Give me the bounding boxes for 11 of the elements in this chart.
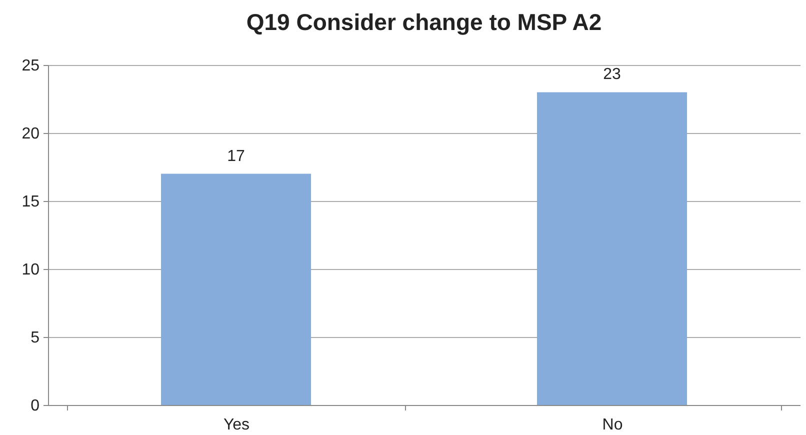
- y-tick-label: 10: [22, 262, 40, 278]
- y-tick-label: 5: [30, 330, 40, 346]
- data-label: 17: [227, 148, 245, 165]
- y-tick-label: 0: [30, 398, 40, 414]
- chart-title: Q19 Consider change to MSP A2: [246, 9, 602, 35]
- y-tick-label: 15: [22, 194, 40, 210]
- data-label: 23: [603, 66, 621, 84]
- y-tick-label: 25: [22, 58, 40, 74]
- y-tick-label: 20: [22, 126, 40, 142]
- x-tick-label: Yes: [223, 416, 250, 434]
- x-tick-label: No: [602, 416, 623, 434]
